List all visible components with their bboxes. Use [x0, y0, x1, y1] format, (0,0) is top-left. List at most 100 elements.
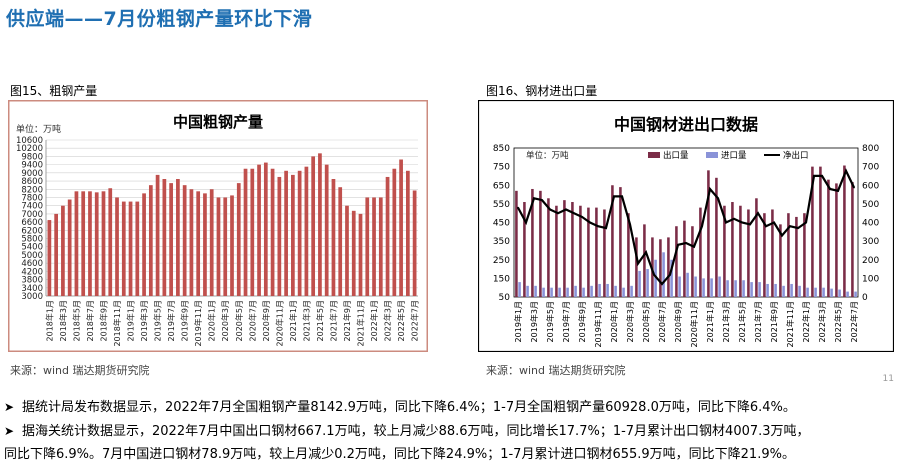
bar-import — [726, 280, 729, 297]
bar-export — [795, 216, 798, 297]
net-export-point — [813, 175, 815, 177]
x-tick-label: 2020年3月 — [220, 300, 230, 341]
bar — [47, 220, 52, 296]
bar-export — [683, 220, 686, 297]
chart-title: 中国钢材进出口数据 — [614, 115, 758, 134]
bar — [230, 195, 234, 296]
plot-frame — [513, 147, 859, 298]
y-left-tick-label: 450 — [493, 219, 510, 229]
bar-import — [550, 287, 553, 297]
y-tick-label: 4200 — [21, 267, 43, 277]
bar-export — [619, 187, 622, 297]
bar — [263, 162, 268, 296]
net-export-point — [693, 245, 695, 248]
x-tick-label: 2022年5月 — [833, 301, 843, 342]
bar-import — [606, 283, 609, 297]
x-tick-label: 2022年7月 — [849, 301, 859, 342]
bar — [345, 205, 349, 296]
bar — [284, 170, 288, 296]
bar-export — [819, 166, 822, 297]
x-tick-label: 2020年5月 — [234, 300, 244, 341]
bar — [81, 191, 86, 296]
net-export-point — [757, 212, 759, 215]
bar — [338, 187, 343, 296]
x-tick-label: 2021年7月 — [753, 301, 763, 342]
y-right-tick-label: 300 — [862, 237, 879, 247]
bar-import — [534, 285, 537, 297]
bar-export — [691, 226, 694, 297]
y-tick-label: 3400 — [21, 284, 43, 294]
bar-export — [755, 198, 758, 297]
bullet-crude-steel-text: 据统计局发布数据显示，2022年7月全国粗钢产量8142.9万吨，同比下降6.4… — [22, 400, 796, 415]
y-tick-label: 6200 — [21, 226, 43, 236]
y-right-tick-label: 500 — [862, 200, 879, 210]
bar-import — [622, 287, 625, 297]
bar — [372, 197, 376, 296]
x-tick-label: 2018年3月 — [58, 300, 68, 341]
x-tick-label: 2018年1月 — [44, 300, 54, 341]
net-export-point — [821, 175, 823, 177]
y-tick-label: 7800 — [21, 193, 43, 203]
x-tick-label: 2019年11月 — [593, 301, 603, 348]
net-export-point — [557, 212, 559, 215]
net-export-point — [701, 225, 703, 228]
bar — [94, 192, 99, 296]
source-note-2: 来源：wind 瑞达期货研究院 — [486, 364, 626, 377]
x-tick-label: 2020年11月 — [274, 300, 284, 347]
bar — [318, 153, 322, 296]
x-tick-label: 2021年1月 — [705, 301, 715, 342]
y-left-tick-label: 550 — [493, 200, 510, 210]
bar-import — [710, 278, 713, 297]
bar — [311, 156, 316, 296]
net-export-point — [517, 206, 519, 209]
bullet-arrow-icon: ➤ — [4, 400, 15, 414]
x-tick-label: 2019年11月 — [193, 300, 203, 347]
net-export-point — [525, 221, 527, 224]
bar — [223, 197, 228, 296]
bar — [250, 168, 255, 296]
x-tick-label: 2019年5月 — [545, 301, 555, 342]
net-export-point — [661, 283, 663, 285]
net-export-point — [733, 217, 735, 220]
bar-import — [670, 259, 673, 297]
x-tick-label: 2020年1月 — [609, 301, 619, 342]
bar — [203, 193, 207, 296]
bar-import — [718, 276, 721, 297]
bar — [209, 189, 214, 296]
bar-import — [774, 283, 777, 297]
net-export-point — [541, 199, 543, 202]
y-right-tick-label: 700 — [862, 163, 879, 173]
y-tick-label: 7400 — [21, 202, 43, 212]
x-tick-label: 2018年5月 — [71, 300, 81, 341]
bar-import — [614, 285, 617, 297]
bullet-crude-steel: ➤ 据统计局发布数据显示，2022年7月全国粗钢产量8142.9万吨，同比下降6.… — [4, 396, 896, 419]
bar — [297, 170, 302, 296]
bar-import — [526, 285, 529, 297]
bar-import — [742, 280, 745, 297]
bar-export — [699, 207, 702, 297]
net-export-point — [853, 186, 855, 189]
bar-import — [830, 288, 833, 297]
x-tick-label: 2021年3月 — [301, 300, 311, 341]
bar — [115, 197, 119, 296]
bar-import — [822, 287, 825, 297]
x-tick-label: 2018年7月 — [85, 300, 95, 341]
net-export-point — [637, 262, 639, 265]
x-tick-label: 2021年5月 — [737, 301, 747, 342]
net-export-point — [685, 242, 687, 244]
bar — [277, 176, 282, 296]
x-tick-label: 2019年9月 — [180, 300, 190, 341]
crude-steel-chart-panel: 中国粗钢产量 单位：万吨 3000 3400 3800 4200 4600 5000 5400 5… — [7, 99, 429, 356]
unit-label: 单位：万吨 — [16, 123, 61, 135]
net-export-point — [845, 170, 847, 172]
net-export-point — [805, 221, 807, 224]
bar — [54, 213, 59, 296]
bar-import — [590, 285, 593, 297]
page-number: 11 — [882, 374, 894, 384]
bar — [392, 168, 397, 296]
x-tick-label: 2020年3月 — [625, 301, 635, 342]
bar — [189, 189, 194, 296]
bar — [196, 191, 201, 296]
bar — [162, 179, 167, 296]
x-tick-label: 2019年3月 — [529, 301, 539, 342]
